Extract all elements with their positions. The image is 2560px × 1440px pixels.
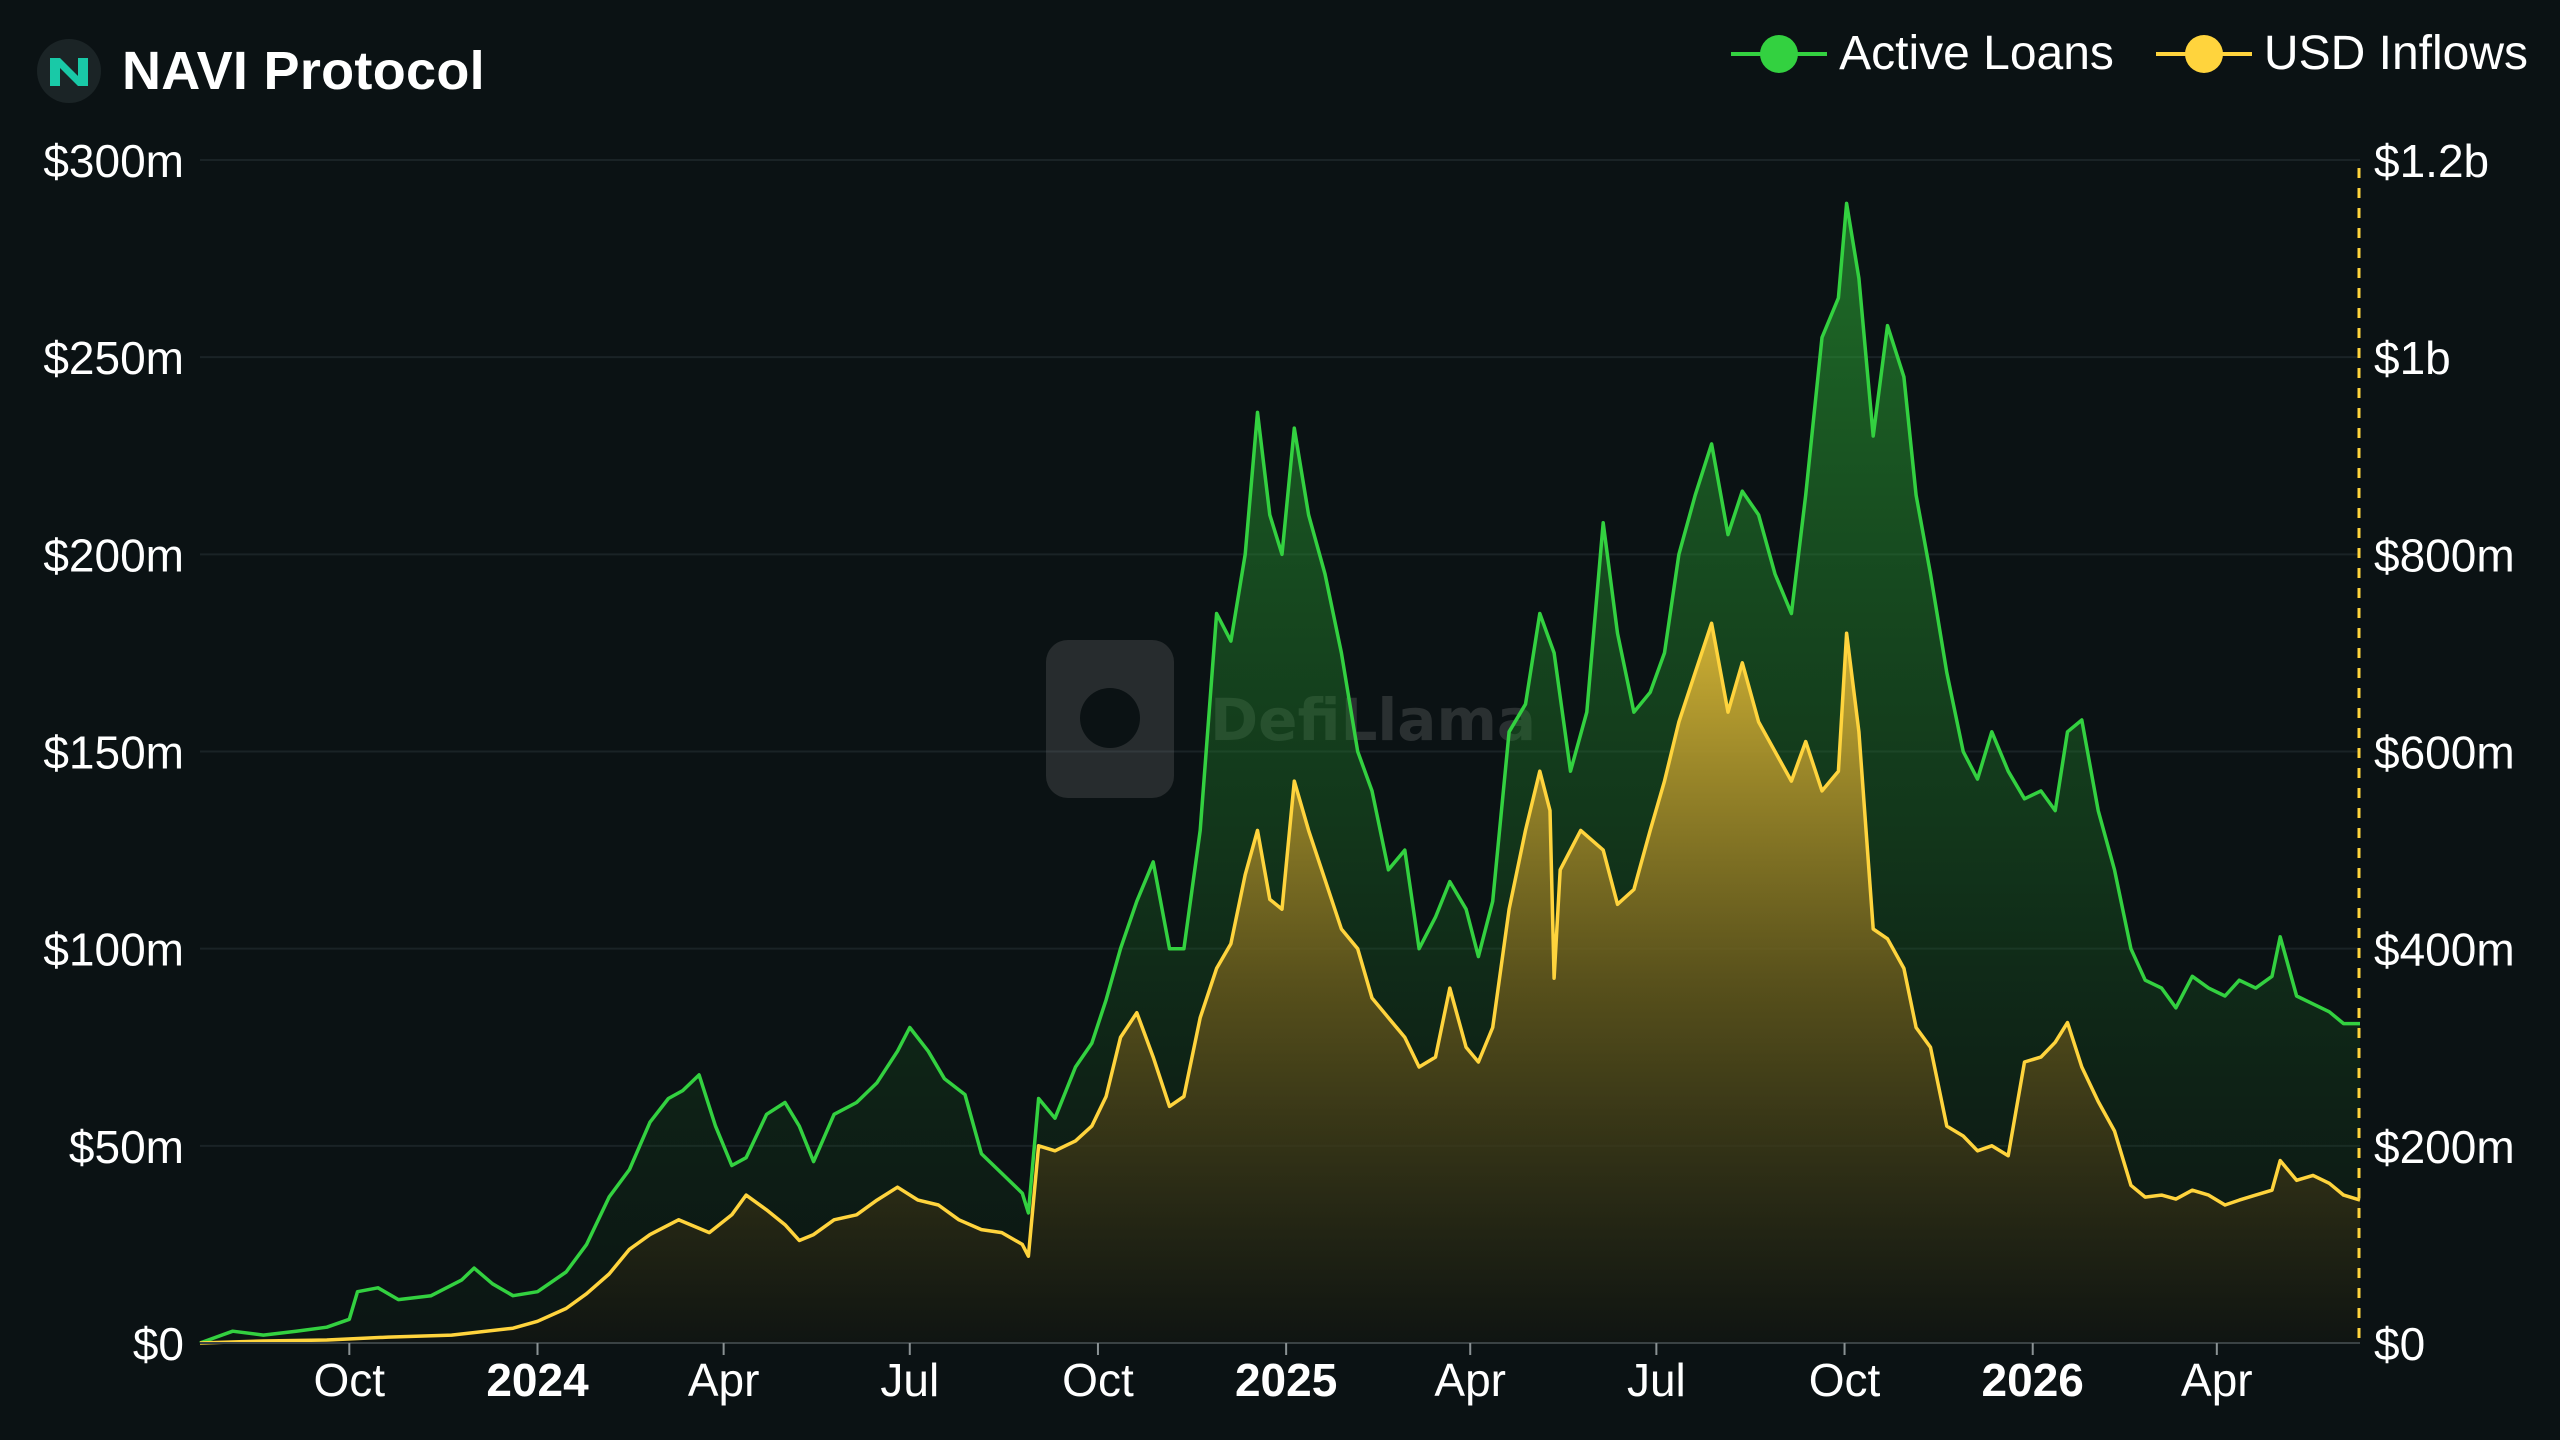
- navi-logo-icon: [37, 39, 101, 103]
- y-right-tick-label: $1.2b: [2374, 135, 2489, 187]
- axes: $0 $50m $100m $150m $200m $250m $300m $0 $200m $4…: [43, 135, 2514, 1406]
- x-tick-label: 2025: [1235, 1354, 1337, 1406]
- y-left-tick-label: $150m: [43, 727, 184, 779]
- legend-item-usd-inflows[interactable]: USD Inflows: [2155, 26, 2528, 81]
- x-tick-label: Jul: [1627, 1354, 1686, 1406]
- y-right-tick-label: $200m: [2374, 1121, 2515, 1173]
- x-tick-label: Oct: [1809, 1354, 1881, 1406]
- y-left-tick-label: $50m: [69, 1121, 184, 1173]
- x-tick-label: 2026: [1982, 1354, 2084, 1406]
- y-right-tick-label: $800m: [2374, 529, 2515, 581]
- series-lines: [199, 201, 2361, 1345]
- series-line-usd-inflows[interactable]: [199, 621, 2361, 1345]
- y-left-tick-label: $250m: [43, 332, 184, 384]
- x-tick-label: Jul: [880, 1354, 939, 1406]
- y-left-tick-label: $200m: [43, 529, 184, 581]
- series-area-usd-inflows: [200, 623, 2360, 1343]
- y-right-tick-label: $400m: [2374, 924, 2515, 976]
- watermark-llama-icon: [1046, 640, 1174, 798]
- x-tick-label: Oct: [314, 1354, 386, 1406]
- y-right-tick-label: $600m: [2374, 727, 2515, 779]
- legend-marker-active-loans: [1731, 34, 1828, 73]
- y-left-tick-label: $300m: [43, 135, 184, 187]
- chart-legend: Active Loans USD Inflows: [1689, 26, 2528, 81]
- y-right-tick-label: $0: [2374, 1318, 2425, 1370]
- series-areas: [200, 203, 2360, 1343]
- y-left-tick-label: $0: [133, 1318, 184, 1370]
- x-tick-label: Oct: [1062, 1354, 1134, 1406]
- legend-label-usd-inflows: USD Inflows: [2263, 27, 2528, 80]
- x-tick-label: 2024: [486, 1354, 589, 1406]
- legend-label-active-loans: Active Loans: [1839, 27, 2114, 80]
- x-tick-label: Apr: [1434, 1354, 1506, 1406]
- legend-marker-usd-inflows: [2155, 34, 2252, 73]
- legend-item-active-loans[interactable]: Active Loans: [1731, 26, 2114, 81]
- chart-title: NAVI Protocol: [122, 41, 485, 101]
- x-tick-label: Apr: [2181, 1354, 2253, 1406]
- x-tick-label: Apr: [688, 1354, 760, 1406]
- y-left-tick-label: $100m: [43, 924, 184, 976]
- chart-header: NAVI Protocol: [36, 36, 485, 106]
- series-line-active-loans[interactable]: [199, 201, 2360, 1345]
- y-right-tick-label: $1b: [2374, 332, 2451, 384]
